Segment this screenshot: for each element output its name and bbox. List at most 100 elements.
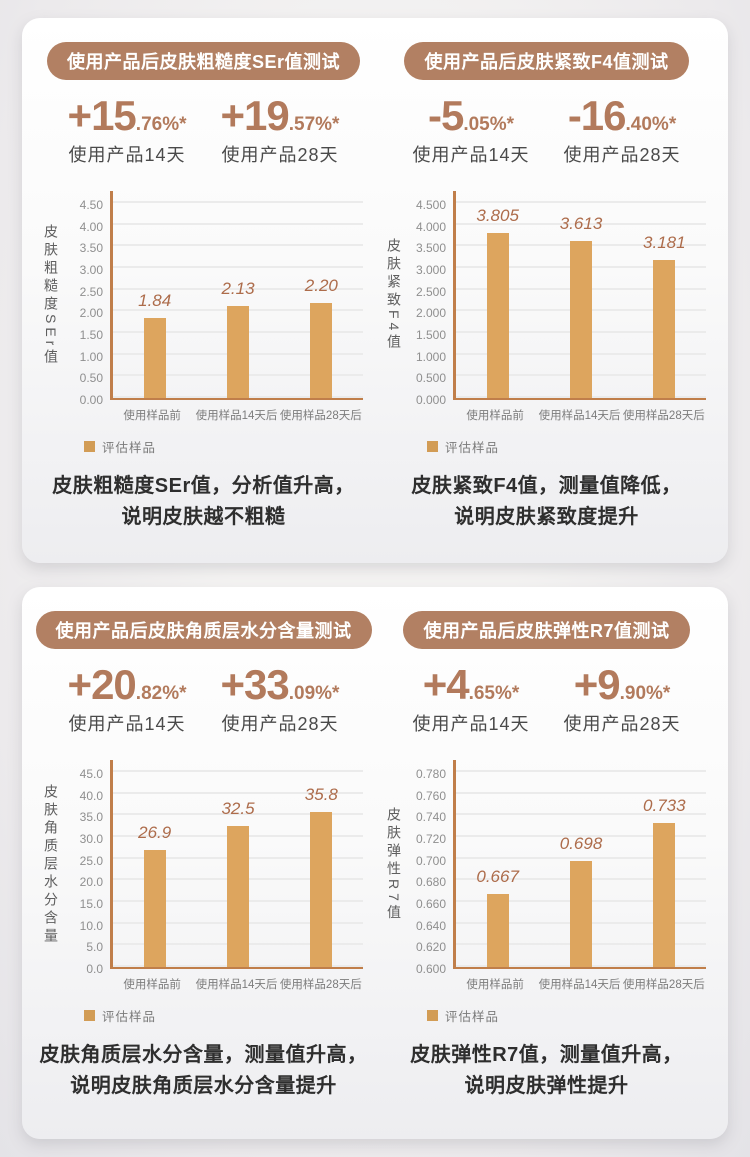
y-axis-ticks: 45.0 40.0 35.0 30.0 25.0 20.0 15.0 10.0 5.0 0.0 [62,760,110,976]
bar [310,302,333,398]
stat-28d: +19.57%* 使用产品28天 [221,95,340,167]
x-tick-label: 使用样品28天后 [622,979,705,991]
bar [310,811,333,967]
x-axis-labels: 使用样品前 使用样品14天后 使用样品28天后 [453,976,706,992]
panel-header-pill: 使用产品后皮肤粗糙度SEr值测试 [46,42,360,80]
y-tick-label: 20.0 [79,875,103,890]
y-tick-label: 0.500 [415,371,446,386]
caption-line: 说明皮肤紧致度提升 [454,506,639,528]
caption-line: 说明皮肤越不粗糙 [121,506,286,528]
stat-value: +19.57%* [221,95,340,137]
stat-value-small: .57%* [288,114,340,135]
y-axis-title: 皮肤角质层水分含量 [43,783,59,946]
y-tick-label: 40.0 [79,788,103,803]
y-tick-label: 4.50 [79,198,103,212]
x-tick-label: 使用样品前 [123,979,181,991]
y-tick-label: 2.500 [415,284,446,299]
gridline [113,244,363,247]
x-axis-labels: 使用样品前 使用样品14天后 使用样品28天后 [110,976,363,992]
stat-value-small: .82%* [135,683,187,704]
legend-swatch-icon [84,1010,95,1021]
y-tick-label: 3.50 [79,241,103,256]
stat-value: +15.76%* [68,95,187,137]
y-tick-label: 0.0 [86,962,103,976]
stat-14d: +20.82%* 使用产品14天 [68,664,187,736]
stat-label: 使用产品28天 [563,145,681,165]
x-tick-label: 使用样品14天后 [538,979,621,991]
stat-value-small: .09%* [288,683,340,704]
x-tick-label: 使用样品28天后 [279,410,362,422]
bar-value-label: 35.8 [304,784,338,804]
stat-value-big: +19 [220,92,290,139]
card-top: 使用产品后皮肤粗糙度SEr值测试 +15.76%* 使用产品14天 +19.57… [22,18,728,563]
bar [570,860,592,967]
gridline [113,222,363,225]
y-tick-label: 1.000 [415,349,446,364]
stats-row: +4.65%* 使用产品14天 +9.90%* 使用产品28天 [412,664,680,736]
y-tick-label: 1.00 [79,349,103,364]
caption: 皮肤粗糙度SEr值，分析值升高， 说明皮肤越不粗糙 [52,471,354,533]
x-tick-label: 使用样品前 [466,979,524,991]
bar [653,822,676,967]
y-axis-title: 皮肤弹性R7值 [386,806,402,923]
stat-value-big: +20 [67,661,137,708]
panel-firmness-f4: 使用产品后皮肤紧致F4值测试 -5.05%* 使用产品14天 -16.40%* … [381,42,712,563]
y-tick-label: 0.740 [415,810,446,825]
bar-value-label: 0.733 [643,795,686,815]
y-tick-label: 0.000 [415,393,446,407]
stat-14d: +15.76%* 使用产品14天 [68,95,187,167]
y-tick-label: 45.0 [79,767,103,781]
panel-header-pill: 使用产品后皮肤弹性R7值测试 [403,611,690,649]
caption: 皮肤弹性R7值，测量值升高， 说明皮肤弹性提升 [410,1040,683,1102]
bar [143,850,166,967]
caption-line: 说明皮肤角质层水分含量提升 [70,1075,337,1097]
bar-value-label: 2.13 [221,278,255,298]
legend-label: 评估样品 [445,1010,500,1024]
x-axis-labels: 使用样品前 使用样品14天后 使用样品28天后 [110,407,363,423]
y-tick-label: 0.700 [415,853,446,868]
gridline [456,201,706,203]
stat-label: 使用产品14天 [412,145,530,165]
gridline [113,287,363,290]
y-tick-label: 0.620 [415,940,446,955]
y-axis-ticks: 4.50 4.00 3.50 3.00 2.50 2.00 1.50 1.00 0.50 0.00 [62,191,110,407]
y-tick-label: 2.00 [79,306,103,321]
stat-label: 使用产品28天 [221,145,339,165]
bar-value-label: 3.181 [643,233,686,253]
panel-elasticity-r7: 使用产品后皮肤弹性R7值测试 +4.65%* 使用产品14天 +9.90%* 使… [381,611,712,1139]
y-axis-ticks: 0.780 0.760 0.740 0.720 0.700 0.680 0.660 0.640… [405,760,453,976]
stat-28d: +9.90%* 使用产品28天 [564,664,681,736]
y-tick-label: 1.50 [79,328,103,343]
y-tick-label: 30.0 [79,832,103,847]
bar-chart-elasticity: 皮肤弹性R7值 0.780 0.760 0.740 0.720 0.700 0.680 0.… [381,760,712,992]
bar [570,241,592,398]
x-tick-label: 使用样品前 [466,410,524,422]
bar [227,305,249,398]
stats-row: -5.05%* 使用产品14天 -16.40%* 使用产品28天 [412,95,680,167]
legend-swatch-icon [427,1010,438,1021]
stat-value-big: +9 [573,661,621,708]
y-tick-label: 0.680 [415,875,446,890]
legend-label: 评估样品 [445,441,500,455]
y-tick-label: 15.0 [79,897,103,912]
stat-value: +9.90%* [564,664,681,706]
bar-chart-moisture: 皮肤角质层水分含量 45.0 40.0 35.0 30.0 25.0 20.0 15.0 10… [38,760,369,992]
legend-label: 评估样品 [102,1010,157,1024]
stat-label: 使用产品14天 [412,714,530,734]
gridline [113,266,363,269]
stat-value-small: .40%* [625,114,677,135]
x-axis-labels: 使用样品前 使用样品14天后 使用样品28天后 [453,407,706,423]
bar-value-label: 0.667 [476,867,519,887]
y-tick-label: 0.760 [415,788,446,803]
stat-value-small: .90%* [619,683,671,704]
stat-value: +4.65%* [412,664,529,706]
x-tick-label: 使用样品前 [123,410,181,422]
y-tick-label: 4.000 [415,219,446,234]
plot-area: 0.667 0.698 0.733 [453,760,706,969]
caption: 皮肤角质层水分含量，测量值升高， 说明皮肤角质层水分含量提升 [40,1040,368,1102]
gridline [113,201,363,203]
bar-chart-firmness: 皮肤紧致F4值 4.500 4.000 3.500 3.000 2.500 2.000 1.… [381,191,712,423]
y-tick-label: 2.000 [415,306,446,321]
y-tick-label: 0.720 [415,832,446,847]
plot-area: 3.805 3.613 3.181 [453,191,706,400]
